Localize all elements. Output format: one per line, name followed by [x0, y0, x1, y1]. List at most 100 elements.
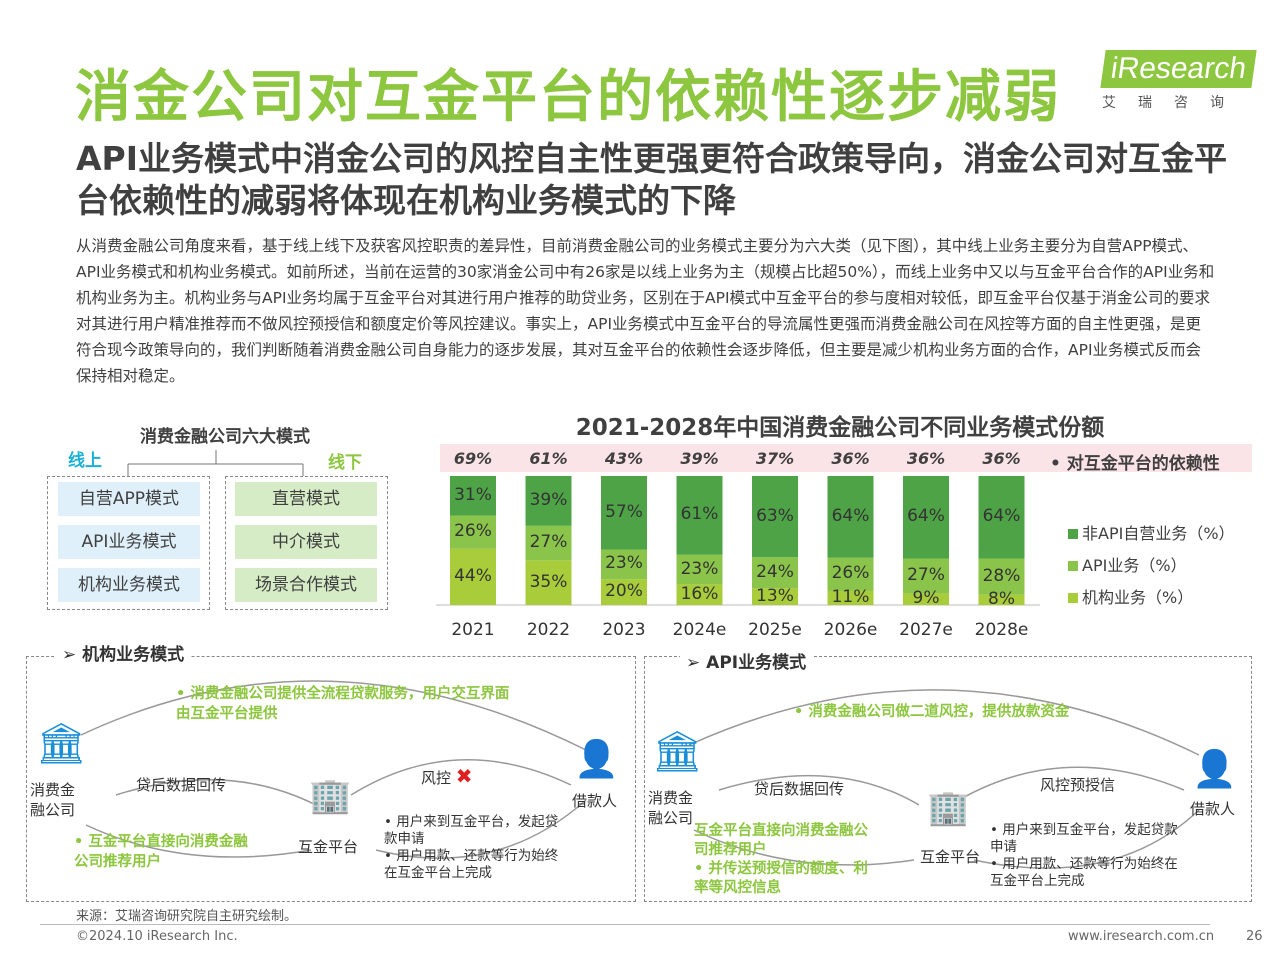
- bar-value-label: 27%: [907, 564, 945, 585]
- dependency-band: [440, 444, 1252, 472]
- online-box: [47, 476, 210, 610]
- bar-value-label: 23%: [680, 558, 719, 579]
- mode-offline-2: 中介模式: [235, 525, 377, 559]
- bullet-icon: •: [794, 704, 809, 720]
- api-note-left-1: 互金平台直接向消费金融公司推荐用户: [694, 822, 880, 860]
- modes-connector: [127, 450, 304, 476]
- api-note-right-1: • 用户来到互金平台，发起贷款申请: [990, 822, 1178, 855]
- api-note-top-text: 消费金融公司做二道风控，提供放款资金: [808, 704, 1070, 720]
- dependency-value: 36%: [906, 449, 946, 468]
- institution-risk-text: 风控: [421, 769, 452, 787]
- dependency-value: 39%: [680, 449, 719, 468]
- dependency-value: 43%: [604, 449, 644, 468]
- dependency-value: 61%: [529, 449, 568, 468]
- bar-value-label: 8%: [988, 588, 1015, 609]
- bar-segment: [903, 476, 949, 559]
- bar-value-label: 9%: [912, 588, 940, 609]
- person-icon: 👤: [1192, 749, 1237, 790]
- bar-value-label: 23%: [605, 553, 643, 574]
- bar-segment: [676, 554, 723, 585]
- dependency-label-text: 对互金平台的依赖性: [1066, 454, 1220, 474]
- api-data-return: 贷后数据回传: [754, 780, 845, 798]
- bar-segment: [450, 515, 496, 549]
- institution-borrower: 借款人: [572, 792, 618, 810]
- page-number: 26: [1246, 929, 1263, 944]
- api-note-right-2: • 用户用款、还款等行为始终在互金平台上完成: [990, 856, 1178, 889]
- bar-value-label: 64%: [982, 506, 1021, 527]
- api-note-left-2: • 并传送预授信的额度、利率等风控信息: [694, 860, 880, 898]
- cross-icon: ✖: [455, 764, 473, 788]
- api-diagram: ➢ API业务模式 🏛 消费金融公司 贷后数据回传 🏢 互金平台 风控预授信 👤…: [644, 640, 1252, 902]
- bar-value-label: 16%: [680, 583, 719, 604]
- api-risk: 风控预授信: [1040, 776, 1116, 794]
- institution-title-text: 机构业务模式: [82, 645, 185, 665]
- bar-segment: [450, 548, 496, 605]
- page-subtitle: API业务模式中消金公司的风控自主性更强更符合政策导向，消金公司对互金平台依赖性…: [76, 139, 1228, 220]
- api-note-right: • 用户来到互金平台，发起贷款申请 • 用户用款、还款等行为始终在互金平台上完成: [990, 822, 1180, 890]
- site-url: www.iresearch.com.cn: [1068, 929, 1215, 944]
- bar-value-label: 61%: [680, 504, 719, 525]
- bar-segment: [752, 476, 798, 558]
- dependency-label: • 对互金平台的依赖性: [1050, 454, 1220, 474]
- bullet-icon: •: [176, 686, 191, 702]
- modes-panel: 消费金融公司六大模式 线上 线下 自营APP模式 API业务模式 机构业务模式 …: [40, 420, 400, 616]
- bar-segment: [525, 476, 572, 526]
- institution-note-right: • 用户来到互金平台，发起贷款申请 • 用户用款、还款等行为始终在互金平台上完成: [384, 814, 569, 882]
- bar-value-label: 35%: [529, 571, 568, 592]
- api-title: ➢ API业务模式: [680, 648, 813, 673]
- bar-value-label: 26%: [454, 521, 492, 542]
- bar-chart: [436, 476, 1040, 606]
- iresearch-logo: iResearch: [1100, 50, 1257, 88]
- bar-segment: [827, 590, 874, 605]
- dependency-value: 36%: [982, 449, 1021, 468]
- building-icon: 🏢: [927, 788, 970, 828]
- institution-note-left: • 互金平台直接向消费金融公司推荐用户: [74, 832, 254, 872]
- x-tick-label: 2022: [526, 620, 571, 640]
- legend-non-api-label: 非API自营业务（%）: [1082, 524, 1235, 543]
- bar-segment: [903, 593, 949, 605]
- bar-segment: [676, 476, 723, 555]
- chart-title: 2021-2028年中国消费金融公司不同业务模式份额: [575, 415, 1105, 441]
- institution-note-right-1-text: 用户来到互金平台，发起贷款申请: [384, 814, 559, 847]
- institution-note-top-text: 消费金融公司提供全流程贷款服务，用户交互界面由互金平台提供: [176, 686, 510, 722]
- bank-icon: 🏛: [36, 721, 87, 767]
- body-paragraph: 从消费金融公司角度来看，基于线上线下及获客风控职责的差异性，目前消费金融公司的业…: [76, 237, 1215, 385]
- api-frame: [644, 656, 1252, 902]
- online-label: 线上: [68, 451, 102, 471]
- institution-arrows: [80, 680, 587, 859]
- mode-online-3: 机构业务模式: [58, 568, 200, 602]
- mode-offline-3: 场景合作模式: [235, 568, 377, 602]
- x-tick-label: 2025e: [748, 620, 802, 640]
- x-tick-label: 2027e: [899, 620, 953, 640]
- bar-value-label: 13%: [756, 585, 794, 606]
- bullet-icon: •: [74, 834, 89, 850]
- bar-value-label: 24%: [756, 561, 794, 582]
- bar-segment: [978, 594, 1025, 605]
- dependency-value: 37%: [755, 449, 795, 468]
- bar-segment: [752, 588, 798, 605]
- bank-icon: 🏛: [652, 729, 703, 775]
- api-note-right-2-text: 用户用款、还款等行为始终在互金平台上完成: [990, 856, 1178, 889]
- bar-segment: [450, 476, 496, 516]
- bar-segment: [978, 558, 1025, 595]
- institution-platform: 互金平台: [298, 838, 359, 856]
- x-tick-label: 2021: [451, 620, 495, 640]
- dependency-value: 36%: [831, 449, 870, 468]
- api-borrower: 借款人: [1190, 800, 1236, 818]
- institution-note-right-1: • 用户来到互金平台，发起贷款申请: [384, 814, 559, 847]
- bullet-icon: •: [694, 861, 709, 877]
- copyright: ©2024.10 iResearch Inc.: [76, 929, 238, 944]
- bar-value-label: 27%: [529, 532, 568, 553]
- api-company: 消费金融公司: [648, 789, 694, 827]
- bar-segment: [752, 557, 798, 589]
- bar-value-label: 44%: [454, 565, 492, 586]
- x-tick-label: 2023: [602, 620, 646, 640]
- bar-value-label: 26%: [831, 563, 870, 584]
- source-note: 来源：艾瑞咨询研究院自主研究绘制。: [76, 909, 298, 924]
- person-icon: 👤: [574, 739, 619, 780]
- mode-offline-1: 直营模式: [235, 482, 377, 516]
- building-icon: 🏢: [309, 776, 352, 816]
- institution-data-return: 贷后数据回传: [136, 776, 227, 794]
- x-tick-label: 2028e: [974, 620, 1029, 640]
- api-note-left-1-text: 互金平台直接向消费金融公司推荐用户: [694, 823, 868, 858]
